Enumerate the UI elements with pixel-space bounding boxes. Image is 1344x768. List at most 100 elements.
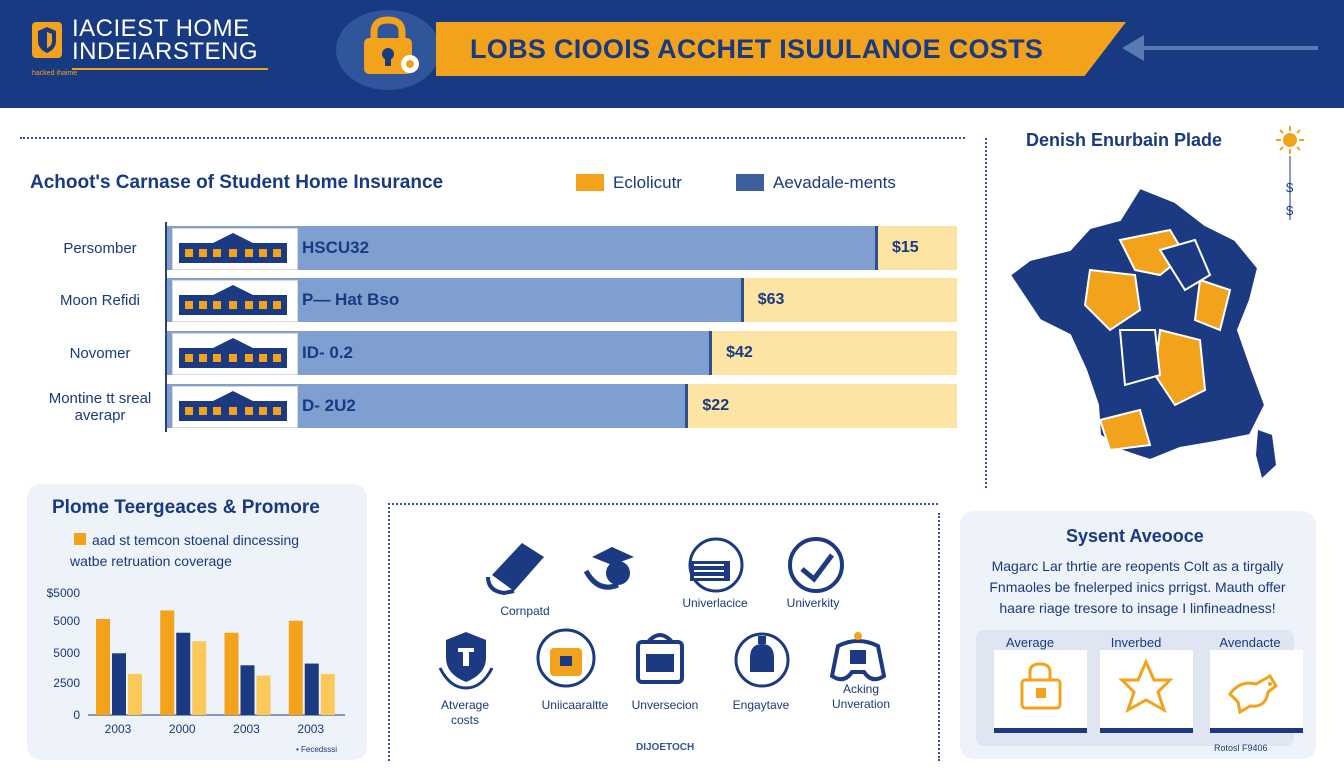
controller-icon [828,628,892,697]
divider [985,138,987,488]
lock-icon [536,628,600,697]
icon-label: Acking Unveration [831,682,891,711]
bar-text: P— Hat Bso [302,290,400,309]
bar-text: ID- 0.2 [302,343,354,362]
bar-price: $22 [702,397,730,414]
bell-icon [732,628,796,697]
bar-row-label: Montine tt sreal averapr [48,390,152,424]
x-tick-label: 2003 [297,722,324,736]
icons-credit: DIJOETOCH [636,742,695,753]
icon-label: Univerlacice [682,596,748,610]
bar-text: D- 2U2 [302,396,356,415]
bag-icon [630,628,694,697]
arrow-shaft [1140,46,1318,50]
panel-left-note: aad st temcon stoenal dincessing watbe r… [70,532,300,569]
icon-label: Cornpatd [500,604,550,618]
building-icon [172,228,298,270]
panel-right-credit: Rotosl F9406 [1214,743,1268,753]
title-banner [436,22,1126,76]
legend-swatch [74,533,86,545]
building-icon [172,280,298,322]
divider [938,513,940,761]
legend-label: Aevadale-ments [773,173,896,192]
lock-icon [364,16,419,74]
building-icon [172,333,298,375]
chart-bar [304,663,319,715]
map-title: Denish Enurbain Plade [1026,130,1223,150]
hat-icon [578,535,642,604]
lock-badge [336,10,440,90]
logo-subtitle: hacked ihaime [32,70,78,77]
card-label: Avendacte [1219,635,1281,650]
chart-bar [192,641,207,715]
divider [20,137,965,139]
map-symbol: $ [1286,180,1294,195]
chart-bar [240,665,255,715]
chart-bar [96,619,110,715]
legend-swatch-orange [576,174,604,191]
shield-icon [436,628,500,697]
y-tick-label: 5000 [53,614,80,628]
icon-label: Uniicaaraltte [541,698,609,712]
x-tick-label: 2003 [233,722,260,736]
bar-edge [709,331,713,375]
divider [388,503,938,505]
card-average [994,650,1087,733]
card-label: Inverbed [1110,635,1162,650]
header-bar: IACIEST HOME INDEIARSTENG hacked ihaime … [0,0,1344,108]
chart-bar [224,632,239,715]
mini-bar-chart: $5000 5000 5000 2500 0 2003 2000 2003 2003 [47,586,345,736]
chart-bar [256,675,271,715]
bar-price: $63 [757,291,785,308]
icon-label: Unversecion [631,698,699,712]
bar-edge [875,226,878,270]
star-icon [1118,658,1174,714]
book-icon [482,535,546,604]
arrow-left-icon [1122,35,1144,61]
chart-bar [112,653,126,715]
y-tick-label: 2500 [53,676,80,690]
chart-bar [128,673,142,715]
y-tick-label: $5000 [47,586,81,600]
shield-logo-icon [32,22,62,58]
card-inverbed [1100,650,1193,733]
legend-swatch-blue [736,174,764,191]
building-icon [172,386,298,428]
bar-edge [685,384,689,428]
panel-left-title: Plome Teergeaces & Promore [52,497,320,518]
x-tick-label: 2003 [105,722,132,736]
chart-bar [160,610,175,715]
dog-icon [1228,673,1278,715]
divider [388,503,390,761]
bar-price: $42 [726,344,753,361]
check-icon [786,535,850,604]
card-avendacte [1210,650,1303,733]
sun-icon [1276,126,1304,220]
bar-edge [740,278,744,322]
chart-bar [288,620,303,715]
y-tick-label: 0 [73,708,80,722]
icon-label: Univerkity [786,596,840,610]
building-icon [682,535,746,604]
bar-price: $15 [892,239,919,256]
x-tick-label: 2000 [169,722,196,736]
chart-bar [176,632,191,715]
panel-right-text: Magarc Lar thrtie are reopents Colt as a… [989,558,1286,616]
icon-label: Atverage costs [440,698,490,727]
icon-label: Engaytave [732,698,790,712]
y-tick-label: 5000 [53,646,80,660]
lock-icon [1020,662,1062,710]
panel-right-title: Sysent Aveooce [1066,526,1204,546]
bar-chart-axis [165,222,167,432]
bar-row-label: Moon Refidi [59,292,141,309]
france-map [1008,186,1276,478]
logo-title: IACIEST HOME INDEIARSTENG [72,15,259,65]
chart-bar [320,673,335,715]
bar-row-label: Novomer [69,345,131,362]
bar-text: HSCU32 [302,238,370,257]
bar-chart-title: Achoot's Carnase of Student Home Insuran… [30,172,444,193]
panel-left-credit: • Fecedsssi [296,745,338,754]
bar-row-label: Persomber [63,240,137,257]
banner-title: LOBS CIOOIS ACCHET ISUULANOE COSTS [470,34,1044,64]
card-label: Average [1005,635,1055,650]
